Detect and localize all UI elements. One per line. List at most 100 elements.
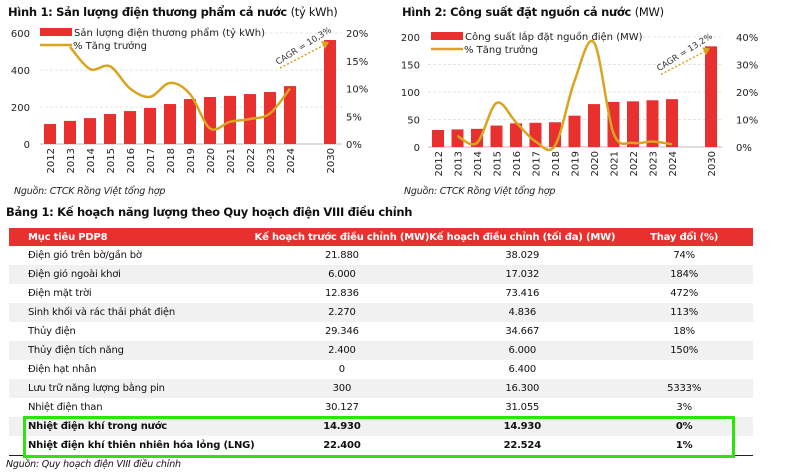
y2-tick-label: 10% — [346, 85, 368, 96]
cell-change: 18% — [673, 326, 695, 337]
x-tick-label: 2030 — [707, 151, 718, 176]
bar — [451, 129, 464, 147]
x-tick-label: 2023 — [649, 151, 660, 176]
table-row: Điện gió ngoài khơi 6.000 17.032 184% — [9, 265, 753, 284]
cagr-arrow — [279, 43, 327, 69]
x-tick-label: 2024 — [668, 151, 679, 176]
cell-change — [615, 360, 753, 379]
y2-tick-label: 10% — [736, 116, 758, 127]
x-tick-label: 2016 — [126, 148, 137, 173]
figure1-title-text: Hình 1: Sản lượng điện thương phẩm cả nư… — [8, 5, 287, 19]
x-tick-label: 2018 — [166, 148, 177, 173]
x-tick-label: 2022 — [629, 151, 640, 176]
x-tick-label: 2020 — [206, 148, 217, 173]
x-tick-label: 2019 — [571, 151, 582, 176]
x-tick-label: 2013 — [454, 151, 465, 176]
bar — [627, 101, 639, 147]
cell-change: 74% — [673, 250, 695, 261]
header-change: Thay đổi (%) — [650, 231, 719, 243]
cell-change: 150% — [670, 345, 699, 356]
table-row: Điện hạt nhân 0 6.400 — [9, 360, 753, 379]
x-tick-label: 2012 — [434, 151, 445, 176]
header-target: Mục tiêu PDP8 — [28, 231, 108, 243]
cell-target: Nhiệt điện khí trong nước — [28, 421, 167, 432]
bar — [510, 123, 522, 147]
cell-before: 300 — [332, 383, 352, 394]
x-tick-label: 2022 — [246, 148, 257, 173]
cell-after: 31.055 — [505, 402, 540, 413]
x-tick-label: 2014 — [473, 151, 484, 176]
bar — [490, 125, 503, 147]
cell-before: 14.930 — [323, 421, 361, 432]
bar — [224, 95, 236, 144]
cell-target: Điện mặt trời — [28, 288, 92, 299]
x-tick-label: 2024 — [286, 148, 297, 173]
cell-change: 472% — [670, 288, 699, 299]
bar — [529, 122, 542, 147]
cell-target: Thủy điện tích năng — [28, 345, 124, 356]
bar — [204, 97, 216, 144]
table-row: Điện mặt trời 12.836 73.416 472% — [9, 284, 753, 303]
figure2-source: Nguồn: CTCK Rồng Việt tổng hợp — [404, 186, 556, 197]
cell-before: 0 — [338, 364, 345, 375]
cell-target: Điện gió ngoài khơi — [28, 269, 121, 280]
y2-tick-label: 15% — [346, 57, 368, 68]
cell-change: 184% — [670, 269, 699, 280]
y-tick-label: 200 — [11, 103, 30, 114]
growth-line — [456, 39, 673, 152]
cell-after: 17.032 — [505, 269, 540, 280]
x-tick-label: 2012 — [46, 148, 57, 173]
x-tick-label: 2021 — [610, 151, 621, 176]
x-tick-label: 2023 — [266, 148, 277, 173]
cell-target: Nhiệt điện than — [28, 402, 103, 413]
table-source: Nguồn: Quy hoạch điện VIII điều chỉnh — [6, 459, 181, 470]
table-row: Lưu trữ năng lượng bằng pin 300 16.300 5333… — [9, 379, 753, 398]
bar — [144, 107, 156, 144]
cell-before: 21.880 — [324, 250, 359, 261]
y-tick-label: 0 — [414, 143, 420, 154]
cell-change: 1% — [675, 440, 693, 451]
cell-after: 34.667 — [505, 326, 540, 337]
x-tick-label: 2013 — [66, 148, 77, 173]
cell-change: 0% — [675, 421, 693, 432]
pdp8-table: Mục tiêu PDP8 Kế hoạch trước điều chỉnh … — [9, 228, 753, 455]
figure2-title-text: Hình 2: Công suất đặt nguồn cả nước — [402, 5, 631, 19]
figure1-chart: 0 200 400 600 0% 5% 10% 15% 20% 2012 2013 2014 2015 2… — [11, 25, 368, 173]
x-tick-label: 2018 — [551, 151, 562, 176]
y2-tick-label: 20% — [346, 29, 368, 40]
y2-tick-label: 0% — [346, 140, 362, 151]
x-tick-label: 2019 — [186, 148, 197, 173]
y2-tick-label: 0% — [736, 143, 752, 154]
cell-before: 2.270 — [328, 307, 356, 318]
table-row: Thủy điện tích năng 2.400 6.000 150% — [9, 341, 753, 360]
x-tick-label: 2016 — [512, 151, 523, 176]
x-tick-label: 2021 — [226, 148, 237, 173]
x-tick-label: 2015 — [106, 148, 117, 173]
bar — [184, 99, 196, 144]
table-row: Sinh khối và rác thải phát điện 2.270 4.83… — [9, 303, 753, 322]
y2-tick-label: 40% — [736, 33, 758, 44]
y-tick-label: 600 — [11, 29, 30, 40]
legend-bar-swatch — [40, 28, 72, 36]
cell-after: 14.930 — [503, 421, 542, 432]
cell-before: 22.400 — [323, 440, 361, 451]
y-tick-label: 150 — [401, 61, 420, 72]
y2-tick-label: 5% — [346, 112, 362, 123]
cell-target: Lưu trữ năng lượng bằng pin — [28, 383, 165, 394]
cell-before: 6.000 — [328, 269, 356, 280]
cagr-arrowhead — [321, 41, 329, 50]
cell-target: Điện gió trên bờ/gần bờ — [28, 250, 142, 261]
growth-line — [69, 46, 291, 131]
y-tick-label: 400 — [11, 66, 30, 77]
bar — [588, 104, 600, 147]
highlight-box — [23, 416, 735, 458]
bar — [471, 128, 483, 147]
cell-target: Sinh khối và rác thải phát điện — [28, 307, 175, 318]
legend-bar-label: Công suất lắp đặt nguồn điện (MW) — [465, 30, 643, 43]
bar — [432, 129, 444, 147]
table-row: Điện gió trên bờ/gần bờ 21.880 38.029 74% — [9, 246, 753, 265]
cell-target: Nhiệt điện khí thiên nhiên hóa lỏng (LNG… — [28, 440, 255, 451]
legend-bar-label: Sản lượng điện thương phẩm (tỷ kWh) — [74, 26, 265, 39]
bar — [568, 115, 581, 147]
cell-before: 30.127 — [324, 402, 359, 413]
